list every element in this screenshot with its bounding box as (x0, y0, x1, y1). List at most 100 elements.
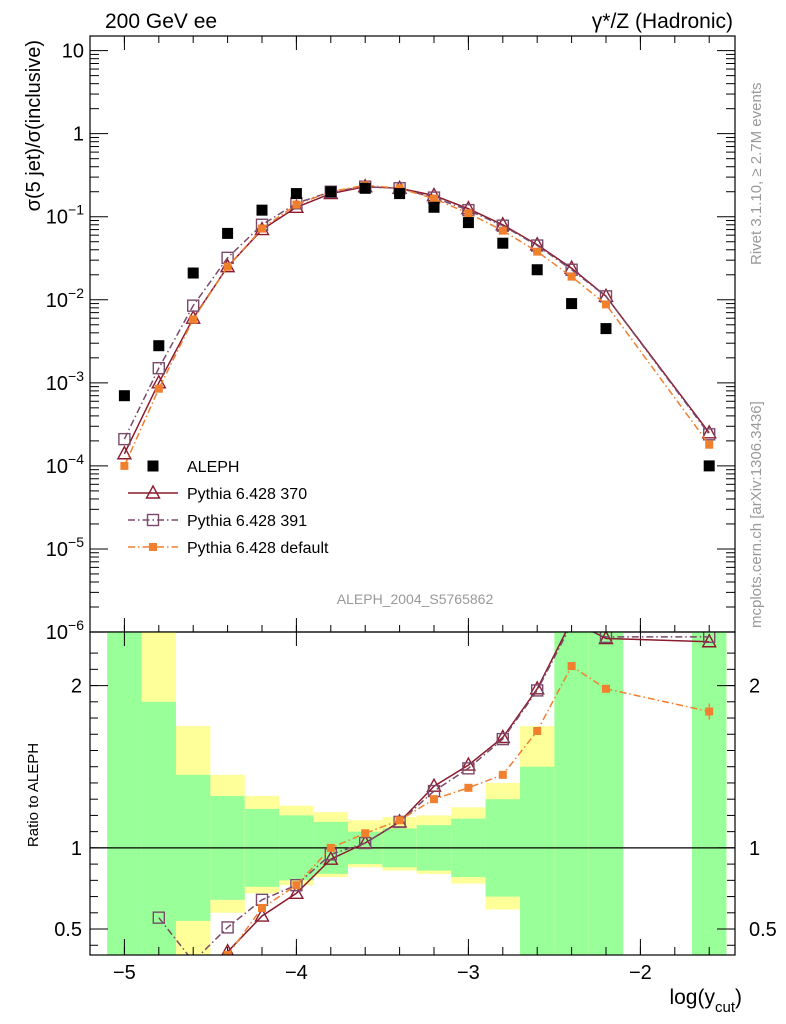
main-point-pdefault (223, 262, 232, 271)
main-point-p370 (116, 445, 133, 460)
ratio-point-p391 (221, 921, 234, 934)
main-point-aleph (531, 264, 543, 276)
main-ytick-base: 10 (46, 539, 68, 561)
ratio-band-green (520, 766, 555, 955)
ratio-ytick-label: 1 (71, 838, 82, 860)
ratio-ytick-label-right: 0.5 (749, 919, 777, 941)
ratio-ytick-label: 2 (71, 676, 82, 698)
xlabel-sub: cut (715, 999, 736, 1016)
main-ytick-base: 10 (62, 41, 84, 63)
ratio-point-pdefault (326, 843, 335, 852)
ratio-point-p370 (254, 907, 270, 922)
ratio-band-green (141, 701, 176, 955)
main-ytick-label: 10−5 (46, 534, 84, 561)
legend-marker-pdefault (149, 543, 157, 551)
main-ytick-label: 10 (62, 41, 84, 63)
ratio-bands (107, 632, 727, 955)
main-ytick-label: 10−4 (46, 451, 84, 478)
main-ytick-exp: −3 (68, 368, 84, 384)
ratio-point-p370 (460, 756, 477, 771)
legend-marker-p370 (145, 484, 161, 499)
main-point-pdefault (189, 315, 198, 324)
main-point-pdefault (258, 224, 266, 233)
main-ytick-base: 10 (46, 207, 68, 229)
main-point-aleph (462, 217, 474, 229)
header-right: γ*/Z (Hadronic) (592, 10, 733, 33)
ratio-point-p391 (531, 684, 544, 697)
ratio-panel: 0.5 0.5 1 1 2 2 −5 −4 −3 −2 Ratio to ALEPH log(yc… (25, 614, 777, 1016)
ratio-xlabel: log(ycut) (669, 986, 742, 1016)
ratio-point-p391 (188, 956, 199, 967)
ratio-point-p370 (701, 633, 717, 648)
ratio-ytick-label-right: 2 (749, 676, 760, 698)
ratio-point-pdefault (395, 816, 404, 825)
ratio-point-p391 (152, 911, 166, 924)
main-point-aleph (118, 390, 130, 402)
ratio-point-p370 (495, 729, 511, 744)
ratio-point-p370 (565, 614, 578, 626)
legend-label-aleph: ALEPH (187, 459, 239, 476)
ratio-point-p370 (529, 680, 545, 695)
main-point-aleph (187, 267, 199, 279)
main-point-aleph (290, 188, 302, 200)
analysis-label: ALEPH_2004_S5765862 (337, 591, 494, 607)
ratio-point-p391 (599, 632, 613, 644)
legend-marker-aleph (147, 460, 159, 472)
main-point-aleph (256, 204, 268, 216)
main-ytick-label: 10−2 (46, 285, 84, 312)
ratio-point-pdefault (361, 829, 370, 838)
main-point-pdefault (120, 461, 129, 470)
main-point-p391 (118, 432, 131, 446)
ratio-point-p391 (703, 632, 716, 644)
main-line-p391 (123, 185, 710, 440)
main-point-aleph (359, 182, 371, 194)
ratio-ylabel: Ratio to ALEPH (25, 743, 42, 847)
main-ytick-base: 10 (46, 290, 68, 312)
main-data (116, 178, 717, 472)
xlabel-main: log(y (669, 986, 715, 1009)
ratio-ytick-label-right: 1 (749, 838, 760, 860)
main-ytick-exp: −6 (68, 617, 84, 633)
ratio-xtick-label: −2 (629, 962, 652, 984)
ratio-point-p391 (496, 732, 509, 746)
main-point-aleph (153, 340, 165, 352)
ratio-point-pdefault (292, 881, 301, 890)
main-point-aleph (428, 201, 440, 213)
main-point-p391 (186, 299, 200, 312)
main-point-aleph (497, 237, 509, 249)
main-point-pdefault (154, 384, 163, 393)
main-point-pdefault (602, 300, 610, 309)
ratio-band-green (692, 632, 727, 955)
legend: ALEPH Pythia 6.428 370 Pythia 6.428 391 Pyt… (128, 459, 329, 557)
main-ytick-base: 10 (46, 373, 68, 395)
main-point-aleph (703, 460, 715, 472)
ratio-data (152, 614, 717, 967)
main-point-pdefault (292, 200, 301, 209)
main-point-pdefault (498, 226, 507, 235)
xlabel-tail: ) (735, 986, 742, 1009)
main-point-pdefault (464, 209, 473, 218)
main-ytick-base: 10 (46, 456, 68, 478)
main-point-pdefault (567, 272, 576, 281)
main-ylabel: σ(5 jet)/σ(inclusive) (23, 40, 45, 211)
ratio-ytick-label: 0.5 (54, 919, 82, 941)
main-ytick-base: 1 (73, 124, 84, 146)
ratio-band-green (554, 632, 589, 955)
legend-label-p391: Pythia 6.428 391 (187, 513, 307, 530)
ratio-frame (89, 631, 736, 956)
main-point-p391 (152, 362, 166, 375)
main-ytick-label: 1 (73, 124, 84, 146)
ratio-xtick-label: −3 (457, 962, 480, 984)
main-ytick-exp: −4 (68, 451, 84, 467)
main-point-aleph (325, 186, 337, 198)
ratio-point-p370 (323, 850, 339, 865)
main-line-pdefault (123, 184, 710, 467)
ratio-point-pdefault (430, 795, 438, 804)
ratio-point-p370 (288, 884, 305, 900)
main-ytick-base: 10 (46, 622, 68, 644)
legend-label-pdefault: Pythia 6.428 default (187, 540, 329, 557)
ratio-point-pdefault (258, 903, 266, 912)
main-point-aleph (394, 188, 406, 200)
